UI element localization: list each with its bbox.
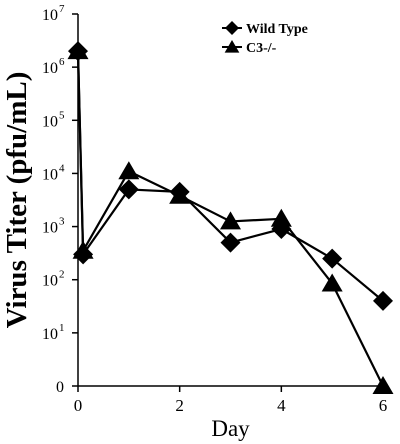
data-point-c3-knockout — [220, 211, 241, 230]
x-tick-label: 6 — [379, 396, 388, 415]
legend-marker-diamond — [225, 21, 239, 35]
legend-label-wild-type: Wild Type — [246, 22, 308, 37]
y-tick-label: 10 — [42, 7, 58, 24]
y-tick-label: 10 — [42, 60, 58, 77]
y-tick-label: 10 — [42, 220, 58, 237]
y-tick-exponent: 7 — [59, 3, 65, 15]
y-axis-title: Virus Titer (pfu/mL) — [1, 72, 33, 329]
data-point-c3-knockout — [72, 240, 94, 259]
series-layer — [67, 41, 394, 394]
data-point-wild-type — [373, 290, 393, 311]
y-tick-label: 10 — [42, 273, 58, 290]
legend-item-c3-knockout: C3-/- — [222, 40, 277, 56]
data-point-c3-knockout — [372, 376, 394, 394]
data-point-c3-knockout — [118, 161, 140, 180]
axis-layer: 010 110 210 310 410 510 610 70 2 4 6 — [42, 3, 387, 415]
data-point-c3-knockout — [67, 41, 89, 60]
series-line-c3-knockout — [76, 51, 384, 387]
y-tick-exponent: 5 — [59, 109, 65, 121]
data-point-c3-knockout — [270, 208, 292, 227]
x-tick-label: 0 — [74, 396, 83, 415]
y-tick-exponent: 6 — [59, 56, 65, 68]
legend-marker-triangle — [224, 40, 240, 53]
data-point-wild-type — [118, 179, 139, 200]
y-tick-exponent: 1 — [59, 322, 65, 334]
x-tick-label: 2 — [175, 396, 184, 415]
y-tick-label: 0 — [56, 379, 64, 396]
x-tick-label: 4 — [277, 396, 286, 415]
y-tick-exponent: 4 — [59, 162, 65, 174]
data-point-wild-type — [322, 248, 343, 269]
y-tick-exponent: 2 — [59, 269, 65, 281]
legend: Wild Type C3-/- — [222, 21, 308, 56]
data-point-c3-knockout — [321, 273, 343, 292]
y-tick-label: 10 — [42, 113, 58, 130]
y-tick-label: 10 — [42, 166, 58, 183]
data-point-wild-type — [220, 232, 241, 253]
data-point-c3-knockout — [169, 185, 191, 204]
x-axis-title: Day — [211, 416, 250, 441]
series-line-wild-type — [76, 51, 384, 302]
legend-item-wild-type: Wild Type — [222, 21, 308, 37]
y-tick-label: 10 — [42, 326, 58, 343]
y-tick-exponent: 3 — [59, 216, 65, 228]
legend-label-c3-knockout: C3-/- — [246, 41, 277, 56]
